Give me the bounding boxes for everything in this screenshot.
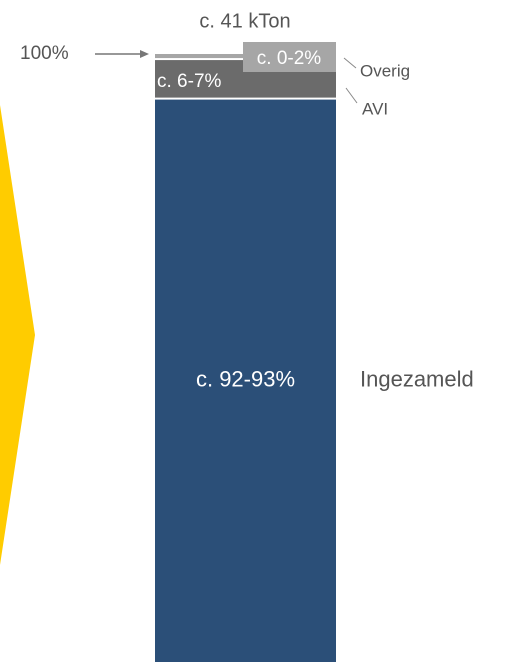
value-label: c. 92-93% [196,367,295,392]
leader-line [345,87,358,104]
series-label: AVI [362,99,388,118]
arrow-head [140,50,149,58]
leader-line [343,57,357,69]
value-label-box [243,42,336,72]
series-label: Overig [360,61,410,80]
chart-title: c. 41 kTon [199,10,290,32]
series-label: Ingezameld [360,367,474,392]
value-label: c. 6-7% [157,71,222,92]
chevron [0,105,35,565]
bar-segment [155,99,336,663]
y-tick-label: 100% [20,43,69,64]
value-label: c. 0-2% [257,48,322,69]
